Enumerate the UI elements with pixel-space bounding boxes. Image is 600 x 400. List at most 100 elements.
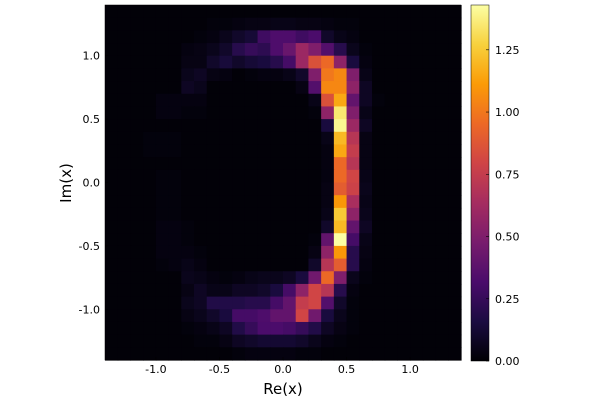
heatmap-cell (181, 5, 195, 19)
heatmap-cell (308, 17, 322, 31)
heatmap-cell (270, 309, 284, 323)
heatmap-cell (244, 81, 259, 95)
heatmap-cell (105, 207, 119, 222)
heatmap-cell (422, 258, 437, 272)
heatmap-cell (130, 81, 144, 95)
heatmap-cell (308, 182, 322, 196)
heatmap-cell (410, 207, 424, 222)
heatmap-cell (397, 258, 411, 272)
heatmap-cell (206, 93, 221, 108)
heatmap-cell (372, 30, 386, 44)
heatmap-cell (155, 296, 170, 310)
heatmap-cell (270, 68, 284, 82)
heatmap-cell (232, 144, 246, 158)
heatmap-cell (206, 207, 221, 222)
heatmap-cell (359, 93, 373, 108)
heatmap-cell (206, 55, 221, 69)
heatmap-cell (384, 207, 399, 222)
heatmap-cell (422, 17, 437, 31)
heatmap-cell (105, 93, 119, 108)
heatmap-cell (435, 68, 449, 82)
heatmap-cell (270, 245, 284, 260)
heatmap-cell (168, 68, 182, 82)
heatmap-cell (283, 131, 297, 146)
heatmap-cell (397, 131, 411, 146)
heatmap-cell (448, 207, 462, 222)
heatmap-cell (270, 30, 284, 44)
heatmap-cell (206, 43, 221, 57)
heatmap-cell (130, 5, 144, 19)
heatmap-cell (410, 334, 424, 348)
heatmap-cell (372, 144, 386, 158)
heatmap-cell (422, 334, 437, 348)
heatmap-cell (244, 106, 259, 120)
heatmap-cell (422, 182, 437, 196)
heatmap-cell (155, 131, 170, 146)
heatmap-cell (422, 43, 437, 57)
heatmap-cell (295, 119, 310, 133)
heatmap-cell (295, 55, 310, 69)
heatmap-cell (117, 30, 132, 44)
heatmap-cell (435, 334, 449, 348)
heatmap-cell (384, 245, 399, 260)
heatmap-cell (372, 334, 386, 348)
heatmap-cell (410, 30, 424, 44)
heatmap-cell (117, 271, 132, 285)
heatmap-cell (397, 271, 411, 285)
heatmap-cell (232, 321, 246, 336)
heatmap-cell (321, 93, 335, 108)
heatmap-cell (333, 119, 348, 133)
heatmap-cell (244, 55, 259, 69)
heatmap-cell (448, 5, 462, 19)
heatmap-cell (308, 144, 322, 158)
heatmap-cell (333, 81, 348, 95)
heatmap-cell (295, 93, 310, 108)
heatmap-cell (283, 93, 297, 108)
heatmap-cell (359, 55, 373, 69)
heatmap-cell (219, 119, 233, 133)
heatmap-cell (194, 169, 208, 184)
heatmap-cell (168, 347, 182, 361)
heatmap-cell (422, 157, 437, 171)
heatmap-cell (130, 220, 144, 234)
heatmap-cell (295, 81, 310, 95)
heatmap-cell (257, 119, 271, 133)
heatmap-cell (117, 321, 132, 336)
heatmap-cell (435, 5, 449, 19)
heatmap-cell (397, 81, 411, 95)
heatmap-cell (372, 81, 386, 95)
heatmap-cell (435, 233, 449, 247)
heatmap-cell (194, 131, 208, 146)
heatmap-cell (181, 106, 195, 120)
heatmap-cell (333, 144, 348, 158)
heatmap-cell (422, 106, 437, 120)
heatmap-cell (422, 144, 437, 158)
heatmap-cell (143, 283, 157, 298)
heatmap-cell (333, 258, 348, 272)
heatmap-cell (232, 68, 246, 82)
heatmap-cell (206, 119, 221, 133)
y-tick-label: 0.5 (83, 113, 101, 126)
heatmap-cell (346, 5, 360, 19)
heatmap-cell (346, 334, 360, 348)
heatmap-cell (333, 271, 348, 285)
heatmap-cell (359, 347, 373, 361)
heatmap-cell (422, 233, 437, 247)
heatmap-cell (206, 195, 221, 209)
heatmap-cell (346, 195, 360, 209)
heatmap-cell (333, 245, 348, 260)
heatmap-cell (194, 334, 208, 348)
heatmap-cell (448, 271, 462, 285)
heatmap-cell (422, 169, 437, 184)
heatmap-cell (130, 271, 144, 285)
heatmap-cell (168, 220, 182, 234)
heatmap-cell (283, 347, 297, 361)
heatmap-cell (295, 43, 310, 57)
heatmap-cell (117, 347, 132, 361)
heatmap-cell (422, 5, 437, 19)
heatmap-cell (130, 131, 144, 146)
heatmap-cell (295, 17, 310, 31)
heatmap-cell (105, 347, 119, 361)
heatmap-cell (168, 309, 182, 323)
heatmap-cell (308, 68, 322, 82)
